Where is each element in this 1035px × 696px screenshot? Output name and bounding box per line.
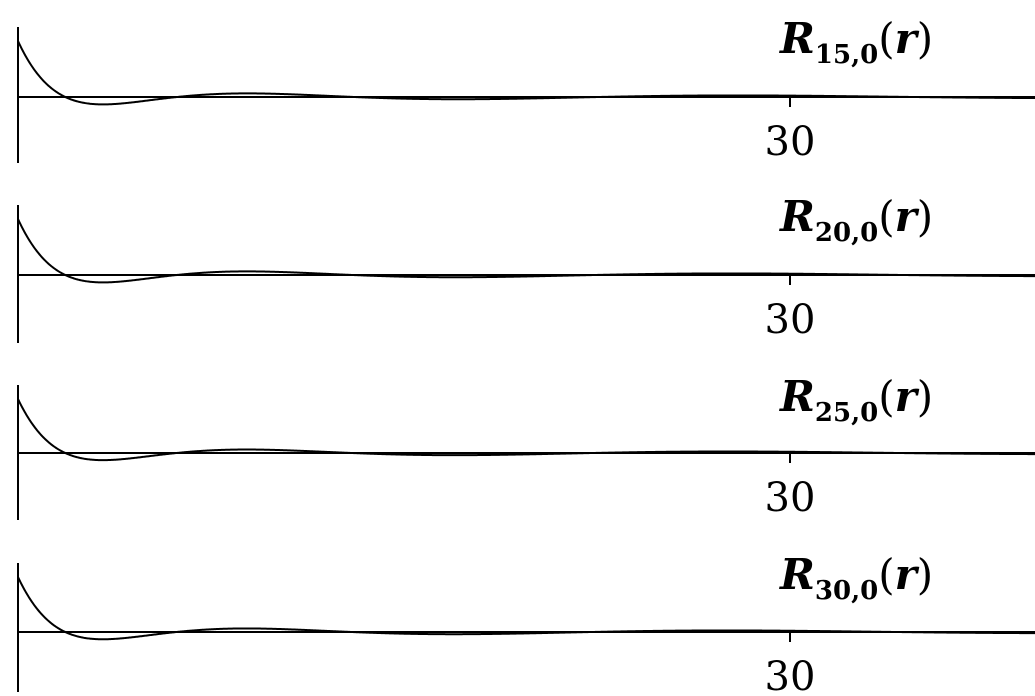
title-close-paren: ) — [917, 192, 933, 241]
title-symbol: R — [779, 372, 815, 421]
title-subscript: 30,0 — [815, 576, 878, 606]
panel-title: R15,0(r) — [779, 14, 933, 70]
title-subscript: 20,0 — [815, 218, 878, 248]
title-open-paren: ( — [878, 192, 894, 241]
title-open-paren: ( — [878, 372, 894, 421]
title-open-paren: ( — [878, 550, 894, 599]
title-subscript: 15,0 — [815, 40, 878, 70]
title-symbol: R — [779, 192, 815, 241]
title-open-paren: ( — [878, 14, 894, 63]
x-tick-label: 30 — [765, 475, 816, 521]
panel-20-0: 30 R20,0(r) — [17, 192, 1035, 343]
x-tick-label: 30 — [765, 654, 816, 696]
panel-title: R20,0(r) — [779, 192, 933, 248]
x-tick-label: 30 — [765, 297, 816, 343]
title-close-paren: ) — [917, 372, 933, 421]
panel-25-0: 30 R25,0(r) — [17, 372, 1035, 521]
radial-curve-25-0 — [17, 398, 1035, 462]
title-variable: r — [895, 14, 920, 63]
radial-curve-20-0 — [17, 218, 1035, 284]
title-symbol: R — [779, 550, 815, 599]
title-variable: r — [895, 372, 920, 421]
radial-curve-15-0 — [17, 40, 1035, 106]
panel-15-0: 30 R15,0(r) — [17, 14, 1035, 165]
title-close-paren: ) — [917, 550, 933, 599]
title-variable: r — [895, 550, 920, 599]
radial-curve-30-0 — [17, 576, 1035, 641]
title-symbol: R — [779, 14, 815, 63]
title-close-paren: ) — [917, 14, 933, 63]
panel-30-0: 30 R30,0(r) — [17, 550, 1035, 696]
panel-title: R25,0(r) — [779, 372, 933, 428]
x-tick-label: 30 — [765, 119, 816, 165]
title-variable: r — [895, 192, 920, 241]
title-subscript: 25,0 — [815, 398, 878, 428]
panel-title: R30,0(r) — [779, 550, 933, 606]
